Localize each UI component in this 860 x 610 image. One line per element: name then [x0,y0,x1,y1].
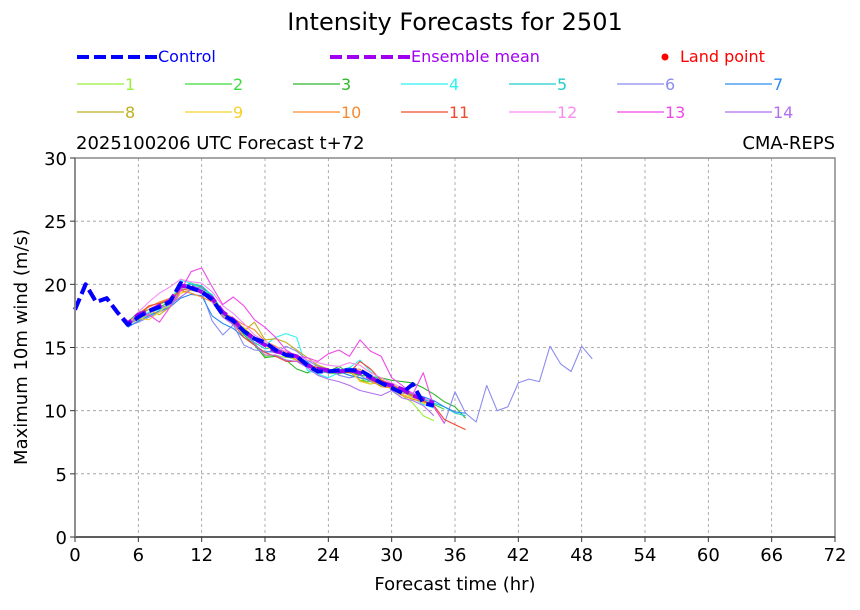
grid [75,158,835,537]
series-member-6 [127,287,593,424]
x-tick-label: 24 [317,545,340,566]
legend-member-8-label: 8 [125,103,135,122]
legend-member-12-label: 12 [557,103,577,122]
y-tick-label: 30 [44,149,67,170]
legend-member-1-label: 1 [125,75,135,94]
legend-member-7-label: 7 [773,75,783,94]
x-tick-label: 12 [190,545,213,566]
series-member-14 [127,286,435,417]
series-member-12 [127,278,435,403]
legend-member-10-label: 10 [341,103,361,122]
legend-land-point-label: Land point [680,47,765,66]
legend-member-13-label: 13 [665,103,685,122]
y-tick-label: 20 [44,275,67,296]
y-tick-label: 25 [44,212,67,233]
x-tick-label: 18 [254,545,277,566]
x-tick-label: 66 [760,545,783,566]
y-tick-label: 10 [44,402,67,423]
y-tick-label: 15 [44,339,67,360]
x-tick-label: 42 [507,545,530,566]
x-axis-label: Forecast time (hr) [374,574,535,595]
y-tick-label: 5 [56,465,67,486]
series-member-10 [127,290,435,407]
legend-member-9-label: 9 [233,103,243,122]
forecast-info-label: 2025100206 UTC Forecast t+72 [76,133,365,154]
legend-member-11-label: 11 [449,103,469,122]
legend-member-2-label: 2 [233,75,243,94]
series-group [73,267,593,431]
legend-member-4-label: 4 [449,75,459,94]
legend-member-3-label: 3 [341,75,351,94]
series-member-13 [127,267,445,424]
x-tick-label: 54 [634,545,657,566]
y-axis-label: Maximum 10m wind (m/s) [11,229,32,465]
legend-land-point-marker [661,53,669,61]
axes: 0 6 12 18 24 30 36 42 48 54 60 66 72 0 5 10 15 20 25 30 [44,149,846,566]
legend-mean-label: Ensemble mean [411,47,540,66]
x-tick-label: 36 [444,545,467,566]
legend-control-label: Control [158,47,216,66]
legend-member-14-label: 14 [773,103,793,122]
chart-title: Intensity Forecasts for 2501 [287,8,622,36]
model-name-label: CMA-REPS [742,133,835,154]
x-tick-label: 60 [697,545,720,566]
x-tick-label: 6 [133,545,144,566]
y-tick-label: 0 [56,528,67,549]
series-ensemble-mean [73,282,435,405]
series-control [73,281,435,408]
x-tick-label: 72 [824,545,847,566]
x-tick-label: 48 [570,545,593,566]
legend-member-5-label: 5 [557,75,567,94]
x-tick-label: 0 [69,545,80,566]
series-member-9 [127,290,435,408]
legend-member-6-label: 6 [665,75,675,94]
x-tick-label: 30 [380,545,403,566]
